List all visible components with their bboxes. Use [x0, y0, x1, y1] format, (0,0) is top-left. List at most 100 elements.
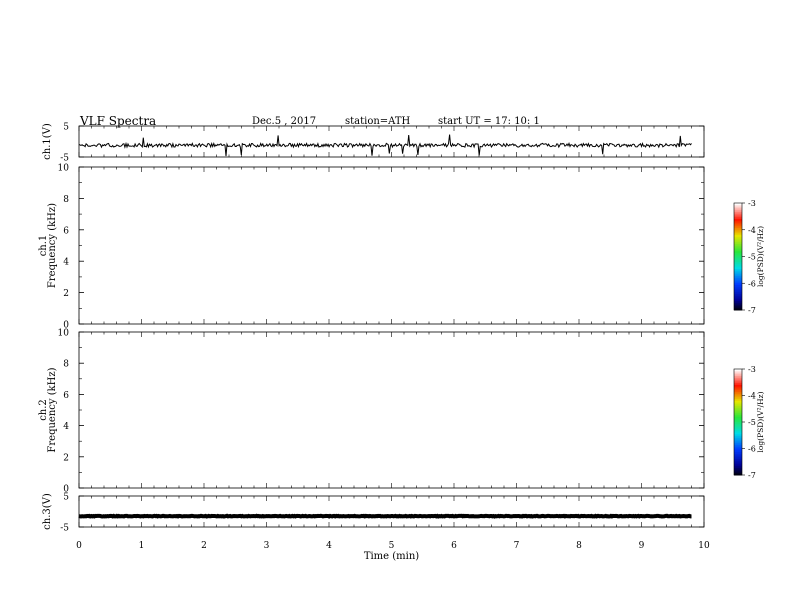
colorbar-segment	[734, 292, 742, 295]
colorbar-segment	[734, 416, 742, 419]
colorbar-tick-label: -4	[748, 392, 756, 401]
colorbar-segment	[734, 397, 742, 400]
y-tick-label: 10	[58, 329, 70, 339]
waveform-line	[78, 513, 692, 519]
colorbar-segment	[734, 224, 742, 227]
x-tick-label: 1	[139, 541, 145, 551]
x-tick-label: 5	[389, 541, 395, 551]
y-axis-label: ch.1(V)	[42, 123, 53, 160]
colorbar-segment	[734, 464, 742, 467]
colorbar-segment	[734, 283, 742, 286]
colorbar-segment	[734, 279, 742, 282]
colorbar-segment	[734, 384, 742, 388]
y-tick-label: 6	[63, 226, 69, 236]
colorbar-segment	[734, 260, 742, 263]
colorbar-tick-label: -7	[748, 471, 756, 480]
colorbar-segment	[734, 393, 742, 396]
colorbar-segment	[734, 227, 742, 231]
colorbar-segment	[734, 301, 742, 304]
colorbar-segment	[734, 229, 742, 233]
colorbar-segment	[734, 414, 742, 418]
x-tick-label: 7	[514, 541, 520, 551]
colorbar-segment	[734, 206, 742, 209]
colorbar-segment	[734, 236, 742, 240]
colorbar-segment	[734, 285, 742, 288]
colorbar-segment	[734, 439, 742, 442]
colorbar-segment	[734, 422, 742, 425]
y-axis-label: Frequency (kHz)	[47, 367, 58, 452]
colorbar-segment	[734, 245, 742, 249]
colorbar-segment	[734, 247, 742, 250]
y-tick-label: 10	[58, 164, 70, 174]
colorbar-segment	[734, 406, 742, 409]
colorbar-segment	[734, 390, 742, 393]
colorbar-segment	[734, 466, 742, 469]
colorbar-segment	[734, 443, 742, 446]
colorbar-segment	[734, 281, 742, 284]
colorbar-segment	[734, 411, 742, 414]
colorbar-segment	[734, 455, 742, 458]
colorbar-segment	[734, 295, 742, 299]
waveform-line	[78, 134, 692, 157]
colorbar-segment	[734, 395, 742, 398]
colorbar-segment	[734, 432, 742, 435]
colorbar-segment	[734, 399, 742, 402]
colorbar-segment	[734, 430, 742, 434]
x-tick-label: 9	[639, 541, 645, 551]
colorbar-segment	[734, 391, 742, 395]
x-tick-label: 6	[451, 541, 457, 551]
colorbar-segment	[734, 219, 742, 222]
colorbar-segment	[734, 238, 742, 241]
x-tick-label: 0	[76, 541, 82, 551]
colorbar-segment	[734, 242, 742, 245]
colorbar-segment	[734, 425, 742, 428]
colorbar-segment	[734, 272, 742, 275]
colorbar-segment	[734, 386, 742, 389]
colorbar-tick-label: -6	[748, 279, 756, 288]
colorbar-tick-label: -5	[748, 253, 756, 262]
colorbar-segment	[734, 288, 742, 291]
colorbar-segment	[734, 407, 742, 411]
y-tick-label: 8	[63, 360, 69, 370]
y-tick-label: 8	[63, 195, 69, 205]
y-tick-label: 4	[63, 422, 69, 432]
colorbar-segment	[734, 453, 742, 457]
colorbar-segment	[734, 402, 742, 405]
colorbar-segment	[734, 404, 742, 407]
figure-title: VLF Spectra	[80, 114, 157, 128]
colorbar-segment	[734, 308, 742, 311]
colorbar-segment	[734, 374, 742, 377]
station-label: station=ATH	[345, 116, 411, 127]
colorbar-segment	[734, 467, 742, 471]
colorbar-segment	[734, 446, 742, 449]
colorbar-segment	[734, 244, 742, 247]
colorbar-segment	[734, 277, 742, 281]
colorbar-segment	[734, 258, 742, 261]
colorbar-segment	[734, 471, 742, 474]
y-tick-label: 2	[63, 453, 69, 463]
colorbar-segment	[734, 297, 742, 300]
colorbar-segment	[734, 379, 742, 382]
colorbar-segment	[734, 302, 742, 306]
colorbar-segment	[734, 299, 742, 302]
colorbar-segment	[734, 372, 742, 375]
colorbar-tick-label: -3	[748, 199, 756, 208]
colorbar-segment	[734, 233, 742, 236]
y-tick-label: 6	[63, 391, 69, 401]
spectrogram-background	[79, 332, 704, 488]
colorbar-segment	[734, 444, 742, 448]
colorbar-segment	[734, 290, 742, 293]
colorbar-segment	[734, 235, 742, 238]
x-axis-label: Time (min)	[364, 551, 419, 562]
y-tick-label: 4	[63, 258, 69, 268]
colorbar-segment	[734, 276, 742, 279]
colorbar-segment	[734, 377, 742, 381]
colorbar-segment	[734, 293, 742, 297]
colorbar-segment	[734, 437, 742, 441]
colorbar-segment	[734, 268, 742, 272]
colorbar-segment	[734, 469, 742, 472]
y-tick-label: 5	[63, 493, 69, 503]
colorbar-segment	[734, 376, 742, 379]
colorbar-segment	[734, 450, 742, 453]
